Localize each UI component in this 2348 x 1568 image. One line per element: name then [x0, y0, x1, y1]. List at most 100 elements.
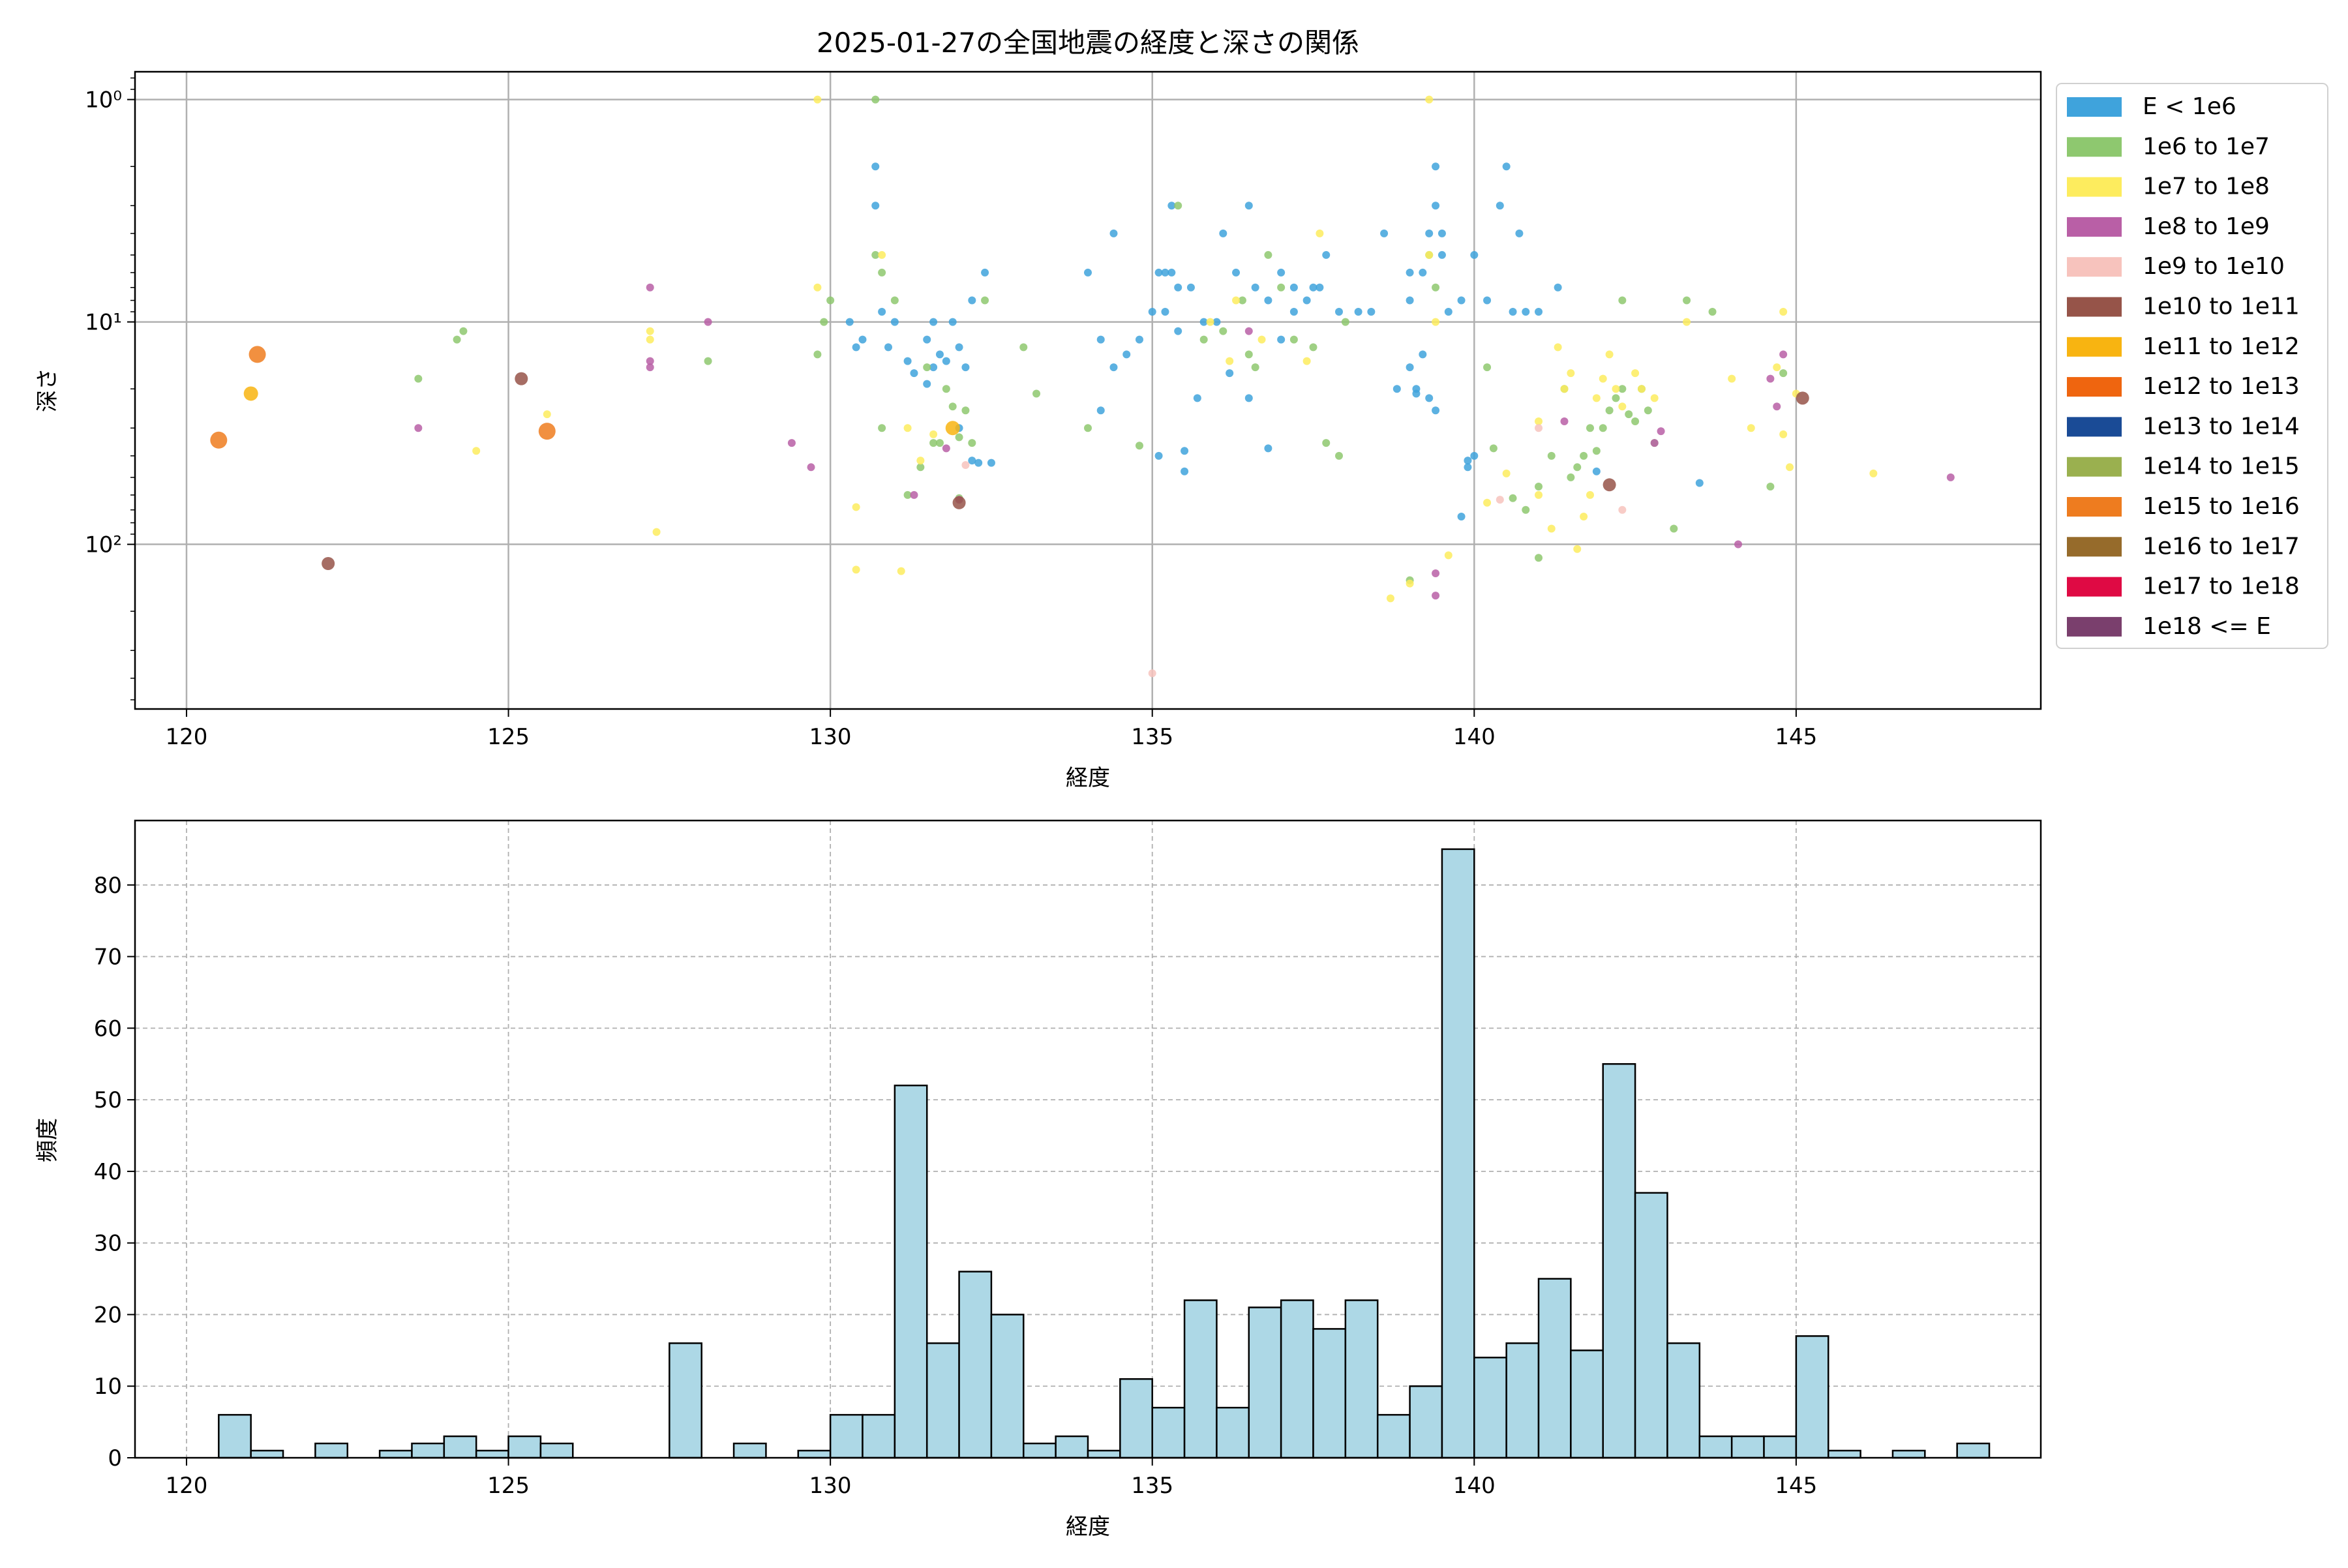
scatter-point	[1670, 524, 1678, 533]
scatter-point	[916, 457, 925, 465]
scatter-point	[1096, 335, 1105, 344]
scatter-point	[1226, 369, 1234, 378]
scatter-point	[1683, 296, 1691, 305]
scatter-point	[1212, 318, 1221, 326]
scatter-y-ticks: 10⁰ 10¹ 10²	[85, 87, 135, 558]
histogram-bar	[990, 1314, 1025, 1459]
scatter-point	[1122, 350, 1131, 359]
scatter-point	[1386, 594, 1394, 603]
histogram-bar	[1312, 1328, 1347, 1459]
legend-label: 1e7 to 1e8	[2143, 173, 2270, 200]
scatter-point	[1535, 483, 1543, 491]
scatter-point	[935, 439, 944, 447]
legend-swatch	[2067, 377, 2122, 397]
histogram-bar	[894, 1084, 928, 1459]
scatter-x-tick-label: 145	[1775, 724, 1817, 750]
histogram-bar	[1795, 1335, 1829, 1459]
scatter-point	[852, 565, 860, 574]
scatter-point	[459, 327, 468, 335]
scatter-point	[646, 327, 654, 335]
scatter-point	[961, 460, 970, 469]
scatter-point	[1135, 442, 1143, 450]
histogram-x-tick-label: 130	[809, 1473, 852, 1499]
scatter-point	[1612, 394, 1620, 402]
scatter-point	[1251, 283, 1259, 292]
scatter-point	[942, 444, 950, 453]
histogram-y-tick-label: 0	[108, 1445, 122, 1471]
scatter-point	[1573, 463, 1582, 472]
legend-label: 1e16 to 1e17	[2143, 533, 2300, 560]
histogram-bar	[411, 1442, 445, 1459]
scatter-point	[1535, 307, 1543, 316]
scatter-point	[948, 402, 957, 411]
scatter-point	[1437, 229, 1446, 237]
scatter-point	[1483, 363, 1492, 372]
histogram-bar	[1216, 1406, 1250, 1459]
scatter-point	[942, 357, 950, 365]
scatter-point	[1277, 268, 1286, 277]
histogram-bar	[1023, 1442, 1057, 1459]
scatter-point	[1489, 444, 1498, 453]
scatter-point	[1592, 394, 1601, 402]
scatter-point	[878, 250, 886, 259]
scatter-point	[1432, 202, 1440, 210]
scatter-chart: 2025-01-27の全国地震の経度と深さの関係 120 125 130 135 140…	[35, 27, 2328, 791]
scatter-plot-frame	[134, 70, 2042, 710]
legend-label: 1e17 to 1e18	[2143, 573, 2300, 600]
scatter-point	[1316, 229, 1324, 237]
scatter-point	[948, 318, 957, 326]
scatter-point	[1425, 95, 1434, 104]
scatter-point	[1535, 490, 1543, 499]
scatter-point	[1522, 307, 1530, 316]
scatter-point	[1174, 327, 1182, 335]
scatter-point	[1135, 335, 1143, 344]
scatter-point	[1181, 467, 1189, 475]
scatter-point	[987, 459, 995, 467]
scatter-point	[1599, 424, 1607, 432]
scatter-point	[1605, 350, 1614, 359]
scatter-point	[543, 410, 551, 419]
scatter-point	[852, 503, 860, 511]
legend-label: 1e15 to 1e16	[2143, 493, 2300, 520]
scatter-point	[826, 296, 835, 305]
histogram-bar	[1505, 1342, 1540, 1459]
histogram-bar	[926, 1342, 960, 1459]
scatter-point	[1251, 363, 1259, 372]
scatter-x-tick-label: 135	[1131, 724, 1173, 750]
scatter-point	[414, 374, 423, 383]
scatter-point	[1560, 385, 1569, 393]
scatter-point	[1612, 385, 1620, 393]
scatter-point	[945, 421, 960, 436]
scatter-point	[1096, 406, 1105, 415]
scatter-point	[1419, 268, 1427, 277]
scatter-point	[1631, 369, 1640, 378]
scatter-point	[852, 343, 860, 352]
legend-swatch	[2067, 177, 2122, 197]
scatter-point	[1161, 307, 1169, 316]
scatter-point	[1406, 579, 1414, 588]
scatter-point	[1580, 451, 1588, 460]
histogram-x-ticks: 120 125 130 135 140 145	[166, 1458, 1817, 1499]
legend-swatch	[2067, 217, 2122, 237]
histogram-bar	[1151, 1406, 1186, 1459]
histogram-bar	[1248, 1306, 1282, 1459]
histogram-bar	[507, 1435, 542, 1459]
scatter-point	[1199, 318, 1208, 326]
legend-swatch	[2067, 257, 2122, 277]
histogram-plot-frame	[134, 819, 2042, 1459]
legend-label: 1e13 to 1e14	[2143, 413, 2300, 440]
scatter-point	[1786, 463, 1794, 472]
scatter-point	[1334, 307, 1343, 316]
scatter-point	[1406, 268, 1414, 277]
scatter-point	[1637, 385, 1646, 393]
histogram-bar	[475, 1449, 509, 1459]
scatter-y-tick-label: 10²	[85, 532, 122, 558]
histogram-bar	[1570, 1349, 1604, 1459]
scatter-point	[1193, 394, 1201, 402]
scatter-point	[1522, 505, 1530, 514]
scatter-point	[935, 350, 944, 359]
histogram-x-tick-label: 120	[166, 1473, 208, 1499]
scatter-point	[1457, 296, 1466, 305]
scatter-point	[1148, 669, 1156, 678]
